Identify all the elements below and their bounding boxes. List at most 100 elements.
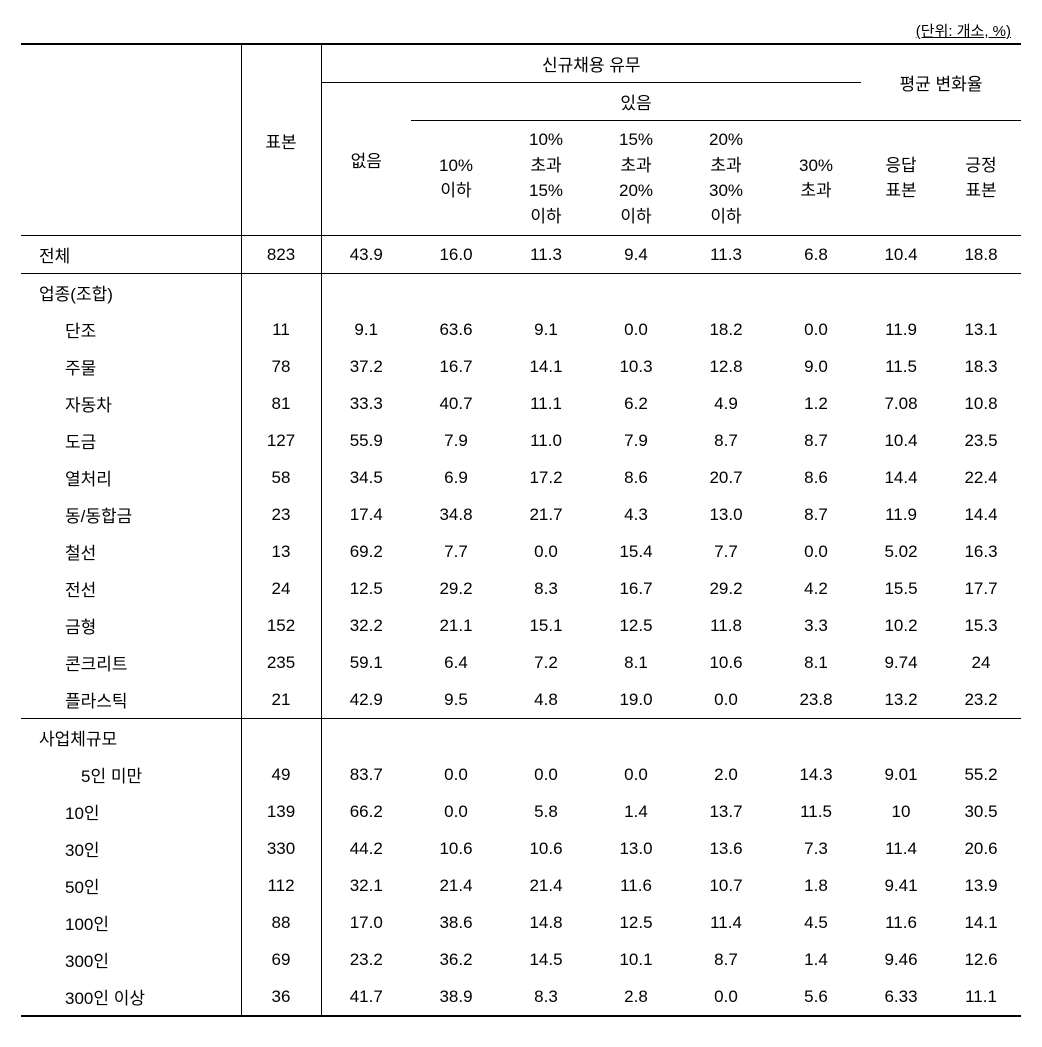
cell: 24 xyxy=(241,570,321,607)
cell: 41.7 xyxy=(321,978,411,1016)
cell: 12.8 xyxy=(681,348,771,385)
cell: 2.0 xyxy=(681,756,771,793)
cell: 12.5 xyxy=(591,607,681,644)
row-label: 전선 xyxy=(21,570,241,607)
cell: 49 xyxy=(241,756,321,793)
cell: 10.6 xyxy=(681,644,771,681)
cell: 32.1 xyxy=(321,867,411,904)
cell: 16.0 xyxy=(411,236,501,274)
row-label: 300인 xyxy=(21,941,241,978)
section-header-row: 사업체규모 xyxy=(21,719,1021,757)
header-col-20-30: 20%초과30%이하 xyxy=(681,121,771,236)
cell: 9.74 xyxy=(861,644,941,681)
cell: 4.9 xyxy=(681,385,771,422)
cell: 14.1 xyxy=(941,904,1021,941)
cell: 33.3 xyxy=(321,385,411,422)
cell: 14.4 xyxy=(941,496,1021,533)
cell: 0.0 xyxy=(411,756,501,793)
cell: 63.6 xyxy=(411,311,501,348)
row-label: 주물 xyxy=(21,348,241,385)
cell: 21.7 xyxy=(501,496,591,533)
row-label: 콘크리트 xyxy=(21,644,241,681)
cell: 44.2 xyxy=(321,830,411,867)
cell: 6.2 xyxy=(591,385,681,422)
cell: 9.41 xyxy=(861,867,941,904)
table-row: 30인33044.210.610.613.013.67.311.420.6 xyxy=(21,830,1021,867)
cell: 14.8 xyxy=(501,904,591,941)
table-row: 50인11232.121.421.411.610.71.89.4113.9 xyxy=(21,867,1021,904)
row-label: 열처리 xyxy=(21,459,241,496)
unit-label: (단위: 개소, %) xyxy=(21,20,1021,41)
cell: 0.0 xyxy=(501,533,591,570)
cell: 9.0 xyxy=(771,348,861,385)
cell: 9.4 xyxy=(591,236,681,274)
cell: 823 xyxy=(241,236,321,274)
header-col-10: 10%이하 xyxy=(411,121,501,236)
cell: 14.1 xyxy=(501,348,591,385)
cell: 4.2 xyxy=(771,570,861,607)
cell: 21 xyxy=(241,681,321,719)
cell: 11.9 xyxy=(861,496,941,533)
table-row: 300인 이상3641.738.98.32.80.05.66.3311.1 xyxy=(21,978,1021,1016)
cell: 14.5 xyxy=(501,941,591,978)
header-col-30: 30%초과 xyxy=(771,121,861,236)
cell: 30.5 xyxy=(941,793,1021,830)
cell: 10.7 xyxy=(681,867,771,904)
table-row: 열처리5834.56.917.28.620.78.614.422.4 xyxy=(21,459,1021,496)
cell: 36 xyxy=(241,978,321,1016)
cell: 8.1 xyxy=(771,644,861,681)
cell: 18.3 xyxy=(941,348,1021,385)
row-label: 동/동합금 xyxy=(21,496,241,533)
cell: 0.0 xyxy=(681,978,771,1016)
cell: 17.2 xyxy=(501,459,591,496)
cell: 11.5 xyxy=(861,348,941,385)
table-row: 10인13966.20.05.81.413.711.51030.5 xyxy=(21,793,1021,830)
cell: 10.1 xyxy=(591,941,681,978)
cell: 11.3 xyxy=(681,236,771,274)
cell: 15.4 xyxy=(591,533,681,570)
cell: 7.3 xyxy=(771,830,861,867)
row-label: 50인 xyxy=(21,867,241,904)
cell: 330 xyxy=(241,830,321,867)
cell: 23.2 xyxy=(321,941,411,978)
cell: 69.2 xyxy=(321,533,411,570)
cell: 16.3 xyxy=(941,533,1021,570)
cell: 8.7 xyxy=(771,422,861,459)
cell: 43.9 xyxy=(321,236,411,274)
cell: 0.0 xyxy=(681,681,771,719)
cell: 9.1 xyxy=(321,311,411,348)
cell: 16.7 xyxy=(591,570,681,607)
cell: 8.6 xyxy=(771,459,861,496)
cell: 38.9 xyxy=(411,978,501,1016)
table-row: 철선1369.27.70.015.47.70.05.0216.3 xyxy=(21,533,1021,570)
cell: 10.4 xyxy=(861,236,941,274)
cell: 34.8 xyxy=(411,496,501,533)
table-row: 단조119.163.69.10.018.20.011.913.1 xyxy=(21,311,1021,348)
cell: 78 xyxy=(241,348,321,385)
cell: 8.3 xyxy=(501,570,591,607)
cell: 42.9 xyxy=(321,681,411,719)
cell: 81 xyxy=(241,385,321,422)
cell: 13.9 xyxy=(941,867,1021,904)
cell: 13.0 xyxy=(681,496,771,533)
cell: 10.8 xyxy=(941,385,1021,422)
cell: 127 xyxy=(241,422,321,459)
cell: 12.5 xyxy=(591,904,681,941)
cell: 8.3 xyxy=(501,978,591,1016)
table-row: 자동차8133.340.711.16.24.91.27.0810.8 xyxy=(21,385,1021,422)
cell: 1.2 xyxy=(771,385,861,422)
row-label: 전체 xyxy=(21,236,241,274)
section-label: 사업체규모 xyxy=(21,719,241,757)
cell: 17.0 xyxy=(321,904,411,941)
row-label: 도금 xyxy=(21,422,241,459)
cell: 0.0 xyxy=(411,793,501,830)
data-table: 표본 신규채용 유무 평균 변화율 없음 있음 10%이하 10%초과15%이하… xyxy=(21,43,1021,1017)
cell xyxy=(321,719,1021,757)
cell: 23.2 xyxy=(941,681,1021,719)
cell: 15.5 xyxy=(861,570,941,607)
header-pos-sample: 긍정표본 xyxy=(941,121,1021,236)
cell: 8.1 xyxy=(591,644,681,681)
cell: 7.7 xyxy=(681,533,771,570)
cell: 88 xyxy=(241,904,321,941)
cell: 9.01 xyxy=(861,756,941,793)
